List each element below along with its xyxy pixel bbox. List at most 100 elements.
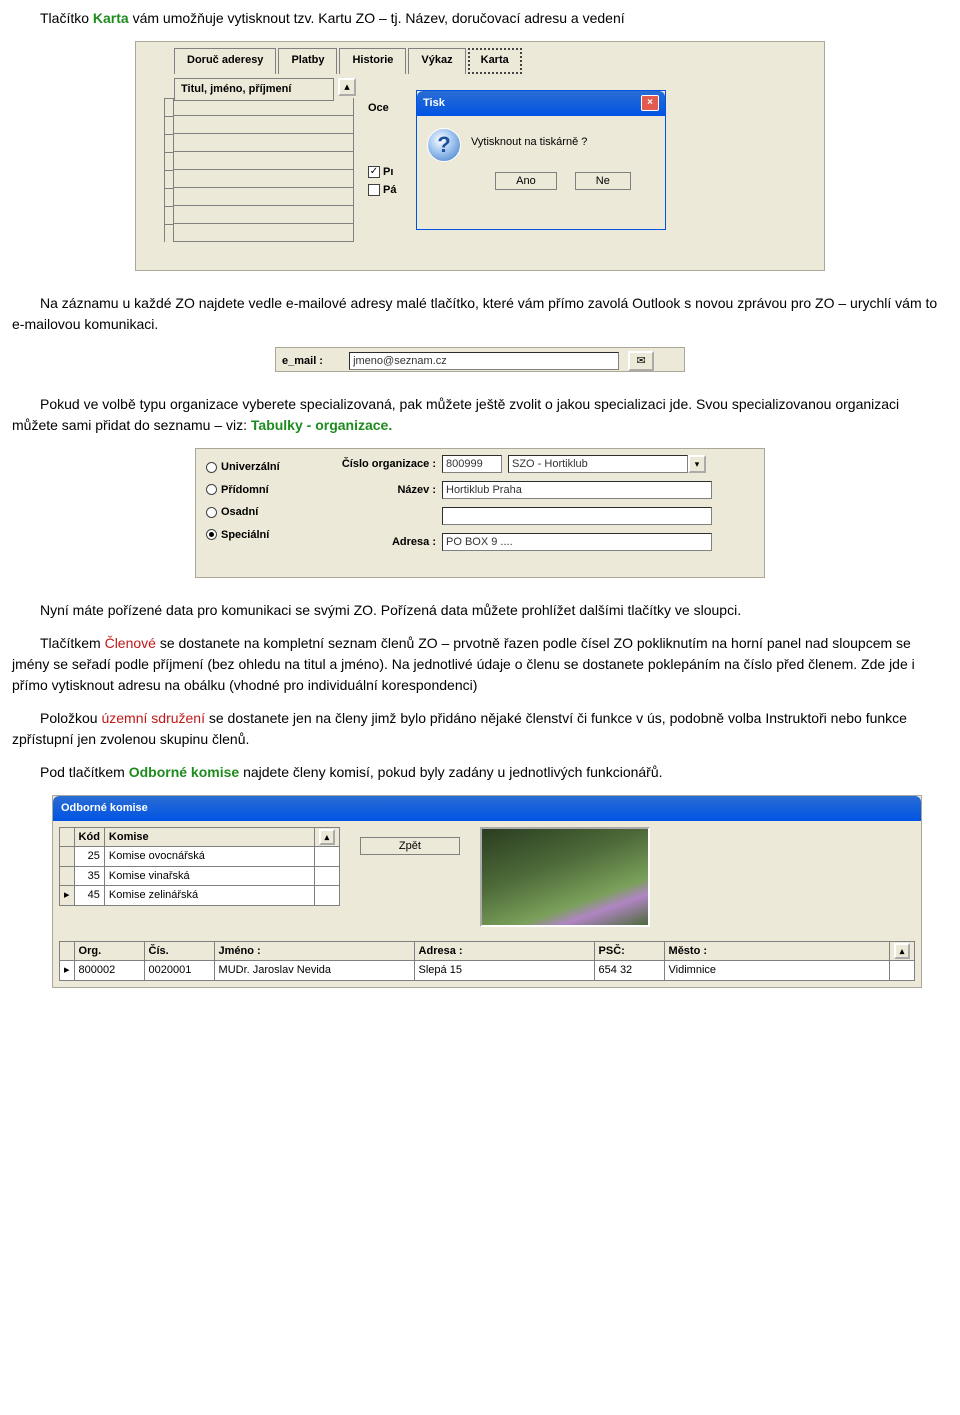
checkbox-p2[interactable]: Pá [368, 182, 396, 199]
cell-jmeno: MUDr. Jaroslav Nevida [214, 961, 414, 981]
table-row[interactable]: ▸ 800002 0020001 MUDr. Jaroslav Nevida S… [60, 961, 915, 981]
radio-group-org-type: Univerzální Přídomní Osadní Speciální [206, 459, 280, 549]
label-nazev: Název : [316, 482, 436, 499]
email-input[interactable] [349, 352, 619, 370]
label-odborne-komise: Odborné komise [129, 764, 239, 780]
tab-doruc[interactable]: Doruč aderesy [174, 48, 276, 74]
tab-karta[interactable]: Karta [468, 48, 522, 74]
dialog-question: Vytisknout na tiskárně ? [471, 134, 655, 151]
label-adresa: Adresa : [316, 534, 436, 551]
close-icon[interactable]: × [641, 95, 659, 111]
label-oce: Oce [368, 100, 389, 117]
send-email-button[interactable]: ✉ [628, 351, 654, 371]
input-adresa[interactable] [442, 533, 712, 551]
cell-komise: Komise vinařská [104, 866, 314, 886]
scroll-up-button[interactable]: ▴ [338, 78, 356, 96]
table-row[interactable]: 35 Komise vinařská [60, 866, 340, 886]
envelope-icon: ✉ [637, 355, 646, 367]
text: najdete členy komisí, pokud byly zadány … [243, 764, 662, 780]
label-karta: Karta [93, 10, 129, 26]
col-kod[interactable]: Kód [74, 827, 104, 847]
radio-univerzalni[interactable]: Univerzální [206, 459, 280, 476]
screenshot-odborne-komise: Odborné komise Kód Komise ▴ 25 Komise ov… [52, 795, 922, 988]
scroll-up[interactable]: ▴ [890, 941, 915, 961]
tab-platby[interactable]: Platby [278, 48, 337, 74]
text: Pod tlačítkem [40, 764, 129, 780]
cell-komise: Komise zelinářská [104, 886, 314, 906]
paragraph-uzemni: Položkou územní sdružení se dostanete je… [12, 708, 948, 750]
table-row[interactable]: ▸ 45 Komise zelinářská [60, 886, 340, 906]
col-adresa[interactable]: Adresa : [414, 941, 594, 961]
print-dialog: Tisk × ? Vytisknout na tiskárně ? Ano Ne [416, 90, 666, 230]
screenshot-email-field: e_mail : ✉ [275, 347, 685, 372]
cell-kod: 25 [74, 847, 104, 867]
komise-table-wrap: Kód Komise ▴ 25 Komise ovocnářská 35 Kom… [59, 827, 340, 906]
col-mesto[interactable]: Město : [664, 941, 889, 961]
middle-controls: Zpět [360, 827, 460, 865]
members-table: Org. Čís. Jméno : Adresa : PSČ: Město : … [59, 941, 915, 981]
row-header-blank [60, 941, 75, 961]
input-cislo-org[interactable] [442, 455, 502, 473]
col-org[interactable]: Org. [74, 941, 144, 961]
input-blank[interactable] [442, 507, 712, 525]
checkbox-p1[interactable]: ✓Pı [368, 164, 393, 181]
members-table-wrap: Org. Čís. Jméno : Adresa : PSČ: Město : … [59, 941, 915, 981]
label-clenove: Členové [105, 635, 156, 651]
no-button[interactable]: Ne [575, 172, 631, 190]
cell-org: 800002 [74, 961, 144, 981]
scroll-up[interactable]: ▴ [314, 827, 339, 847]
input-nazev[interactable] [442, 481, 712, 499]
cell-cis: 0020001 [144, 961, 214, 981]
paragraph-clenove: Tlačítkem Členové se dostanete na komple… [12, 633, 948, 696]
question-icon: ? [427, 128, 461, 162]
radio-label: Univerzální [221, 461, 280, 473]
cell-mesto: Vidimnice [664, 961, 889, 981]
link-tabulky-organizace: Tabulky - organizace. [251, 417, 392, 433]
cell-psc: 654 32 [594, 961, 664, 981]
paragraph-email: Na záznamu u každé ZO najdete vedle e-ma… [12, 293, 948, 335]
table-row[interactable]: 25 Komise ovocnářská [60, 847, 340, 867]
radio-pridomni[interactable]: Přídomní [206, 482, 280, 499]
radio-label: Speciální [221, 529, 269, 541]
paragraph-karta: Tlačítko Karta vám umožňuje vytisknout t… [12, 8, 948, 29]
tab-vykaz[interactable]: Výkaz [408, 48, 465, 74]
col-komise[interactable]: Komise [104, 827, 314, 847]
radio-osadni[interactable]: Osadní [206, 504, 280, 521]
label-uzemni-sdruzeni: územní sdružení [101, 710, 205, 726]
row-header-blank [60, 827, 75, 847]
paragraph-odborne: Pod tlačítkem Odborné komise najdete čle… [12, 762, 948, 783]
text: vám umožňuje vytisknout tzv. Kartu ZO – … [133, 10, 625, 26]
cell-adresa: Slepá 15 [414, 961, 594, 981]
paragraph-org-type: Pokud ve volbě typu organizace vyberete … [12, 394, 948, 436]
komise-table: Kód Komise ▴ 25 Komise ovocnářská 35 Kom… [59, 827, 340, 906]
window-title: Odborné komise [53, 796, 921, 821]
back-button[interactable]: Zpět [360, 837, 460, 855]
radio-label: Přídomní [221, 484, 269, 496]
data-grid [164, 98, 354, 242]
paragraph-data-ready: Nyní máte pořízené data pro komunikaci s… [12, 600, 948, 621]
screenshot-org-type: Univerzální Přídomní Osadní Speciální Čí… [195, 448, 765, 578]
flower-image [480, 827, 650, 927]
text: Pokud ve volbě typu organizace vyberete … [12, 396, 899, 433]
cell-kod: 35 [74, 866, 104, 886]
text: Položkou [40, 710, 101, 726]
radio-label: Osadní [221, 506, 258, 518]
col-psc[interactable]: PSČ: [594, 941, 664, 961]
tab-historie[interactable]: Historie [339, 48, 406, 74]
radio-specialni[interactable]: Speciální [206, 527, 280, 544]
email-label: e_mail : [282, 353, 346, 370]
cell-komise: Komise ovocnářská [104, 847, 314, 867]
tab-bar: Doruč aderesy Platby Historie Výkaz Kart… [174, 48, 522, 74]
col-cis[interactable]: Čís. [144, 941, 214, 961]
checkbox-p1-label: Pı [383, 166, 393, 178]
text: Tlačítkem [40, 635, 105, 651]
yes-button[interactable]: Ano [495, 172, 557, 190]
text: Tlačítko [40, 10, 93, 26]
screenshot-tabs-dialog: Doruč aderesy Platby Historie Výkaz Kart… [135, 41, 825, 271]
select-org-name[interactable] [508, 455, 688, 473]
col-jmeno[interactable]: Jméno : [214, 941, 414, 961]
dropdown-icon[interactable]: ▾ [688, 455, 706, 473]
checkbox-p2-label: Pá [383, 184, 396, 196]
cell-kod: 45 [74, 886, 104, 906]
label-cislo-org: Číslo organizace : [316, 456, 436, 473]
